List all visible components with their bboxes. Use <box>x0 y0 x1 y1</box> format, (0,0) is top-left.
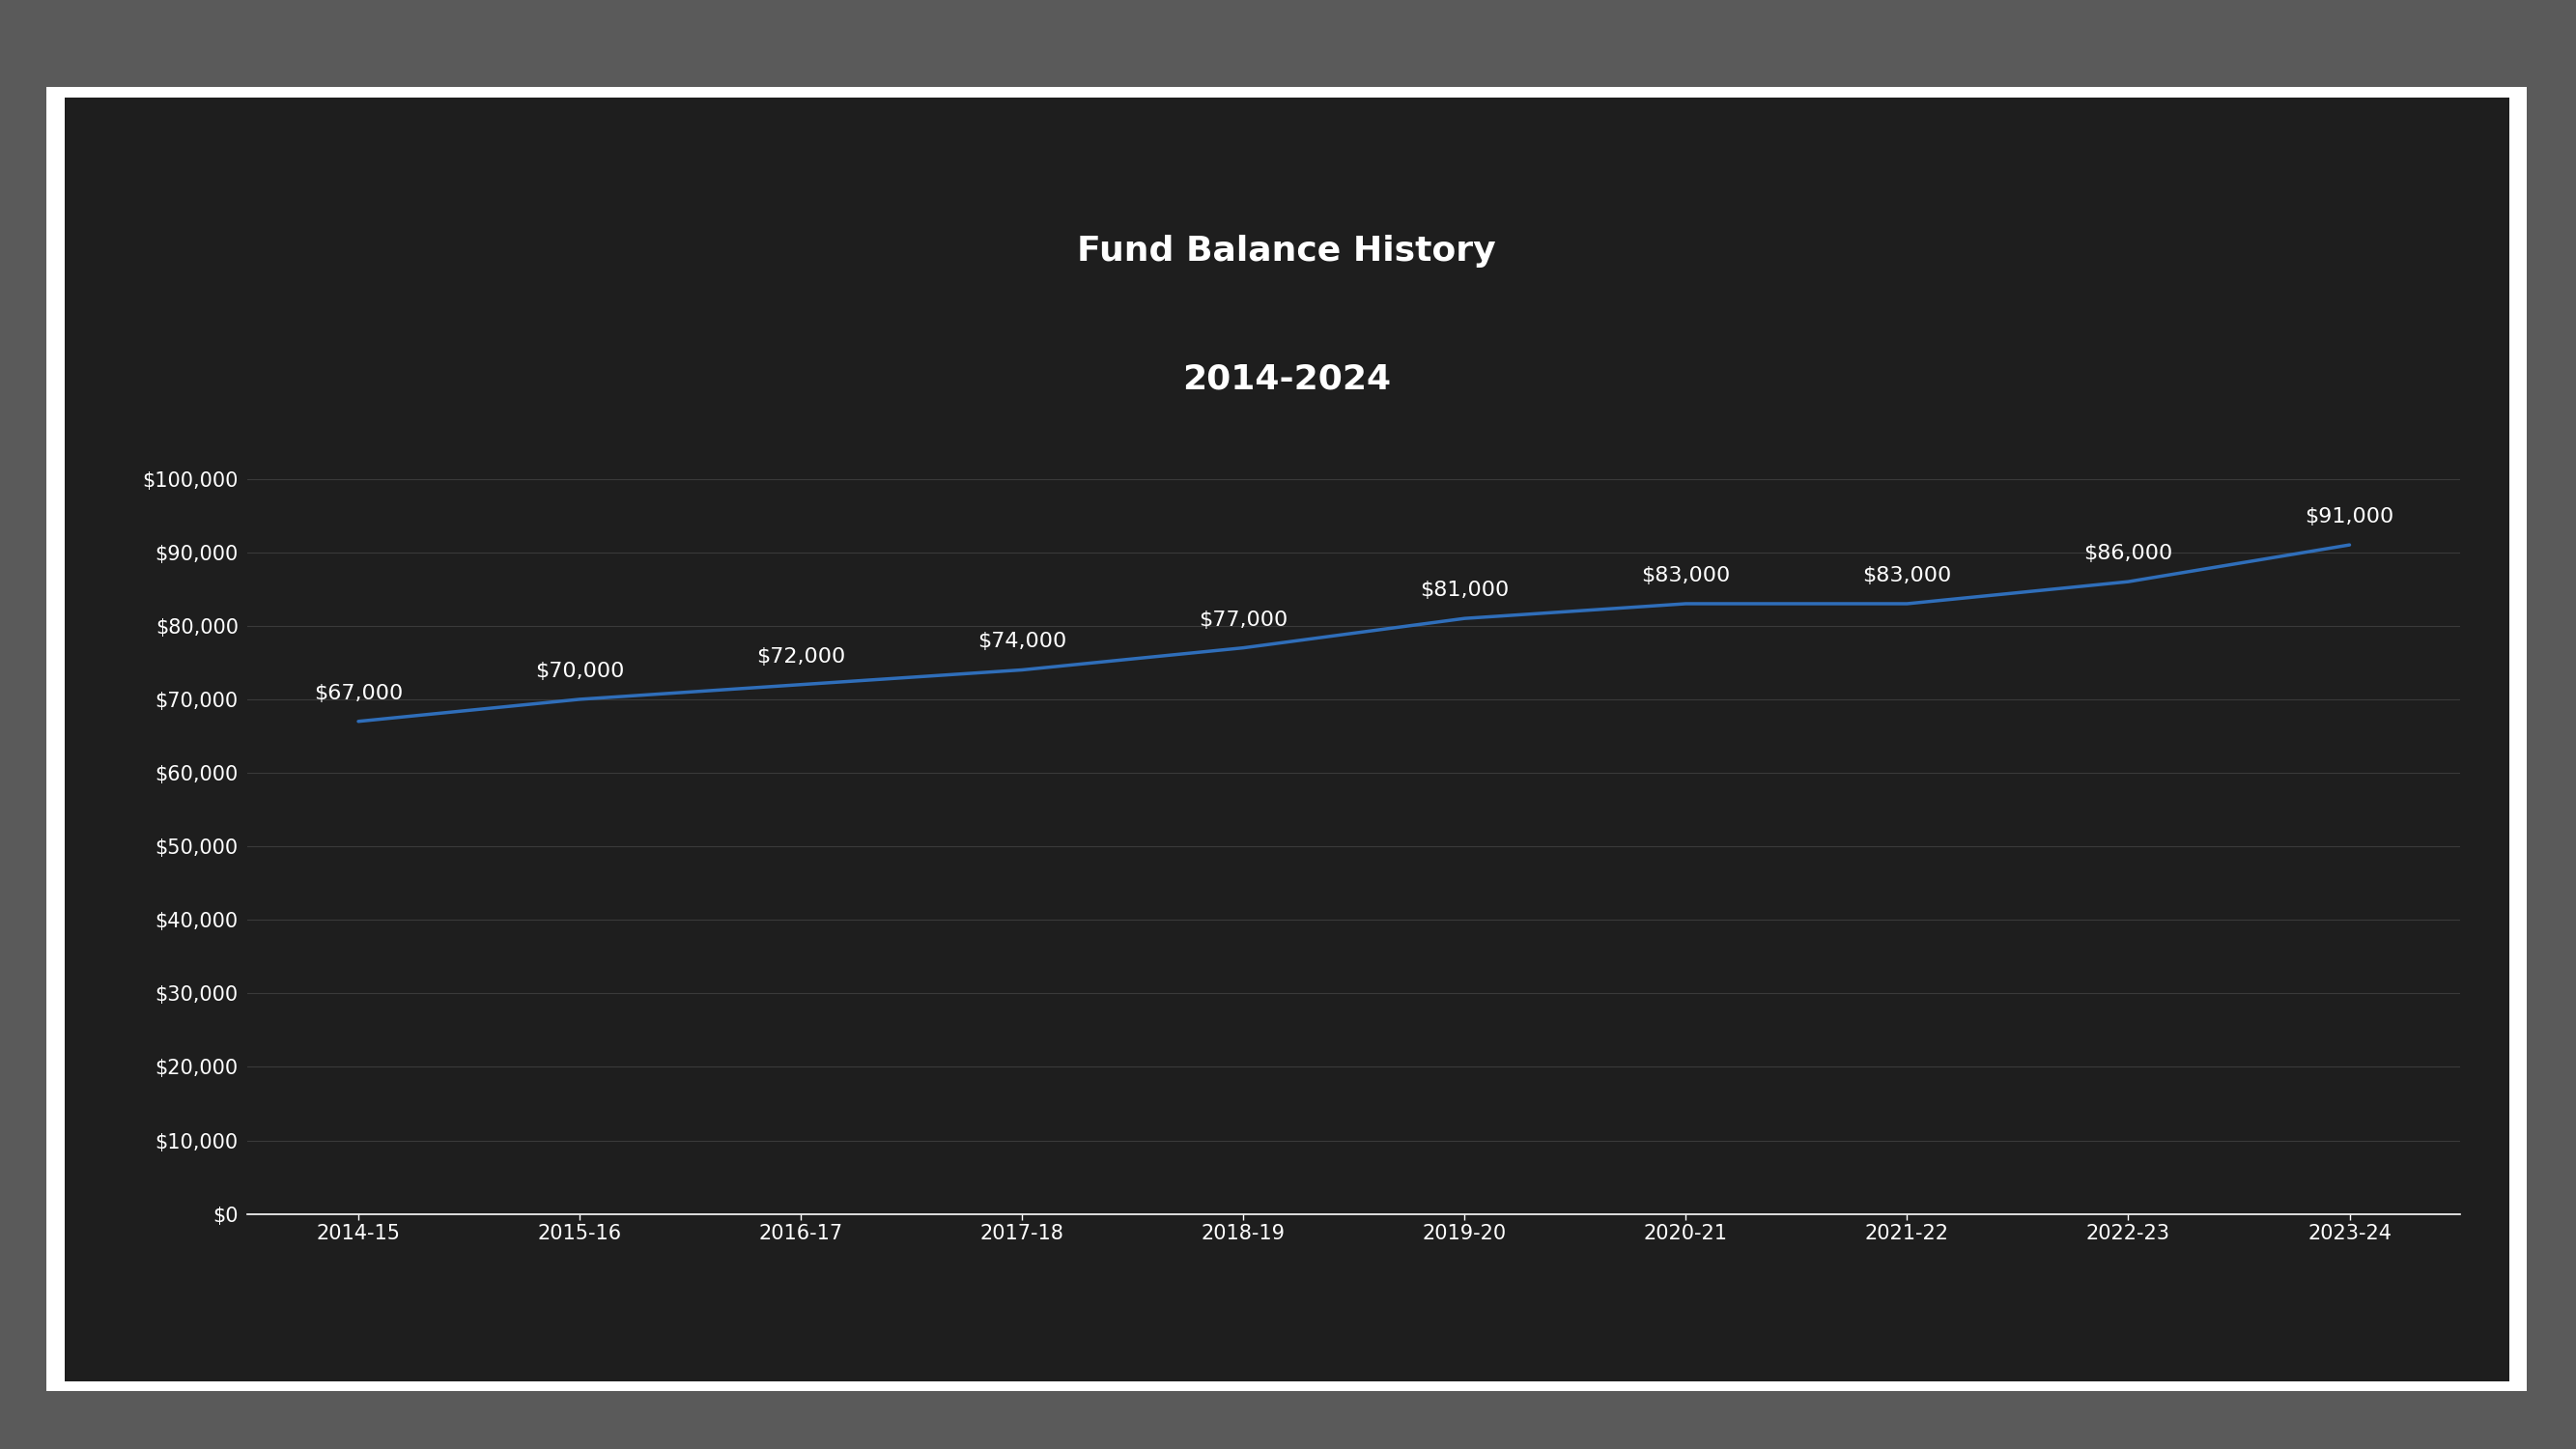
Text: $72,000: $72,000 <box>757 646 845 667</box>
Text: $74,000: $74,000 <box>976 632 1066 652</box>
Text: $83,000: $83,000 <box>1862 567 1953 585</box>
Text: $91,000: $91,000 <box>2306 507 2393 526</box>
Text: $86,000: $86,000 <box>2084 543 2172 564</box>
Text: $81,000: $81,000 <box>1419 581 1510 600</box>
Text: 2014-2024: 2014-2024 <box>1182 364 1391 396</box>
Text: $70,000: $70,000 <box>536 662 623 681</box>
Text: $77,000: $77,000 <box>1198 610 1288 629</box>
Text: $83,000: $83,000 <box>1641 567 1731 585</box>
Text: Fund Balance History: Fund Balance History <box>1077 235 1497 268</box>
Text: $67,000: $67,000 <box>314 684 402 703</box>
